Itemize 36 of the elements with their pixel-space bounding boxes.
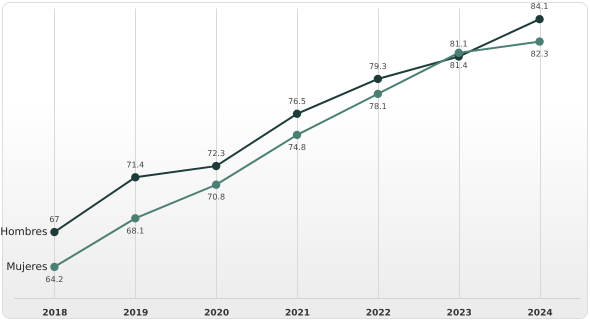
point bbox=[292, 130, 302, 140]
series-label: Hombres bbox=[0, 226, 48, 238]
point bbox=[535, 15, 544, 24]
data-label: 76.5 bbox=[288, 96, 306, 106]
data-label: 74.8 bbox=[288, 142, 306, 152]
x-tick-label: 2018 bbox=[42, 308, 68, 318]
data-label: 71.4 bbox=[126, 160, 144, 170]
point bbox=[50, 262, 59, 272]
point bbox=[535, 37, 544, 46]
x-tick-label: 2021 bbox=[284, 308, 310, 318]
point bbox=[131, 173, 140, 182]
data-label: 70.8 bbox=[207, 192, 226, 202]
point bbox=[374, 74, 382, 84]
data-label: 68.1 bbox=[126, 226, 144, 236]
point bbox=[212, 180, 220, 189]
data-label: 64.2 bbox=[46, 274, 64, 284]
point bbox=[454, 48, 463, 57]
point bbox=[131, 214, 140, 223]
x-tick-label: 2020 bbox=[204, 308, 230, 318]
point bbox=[212, 162, 220, 170]
data-label: 82.3 bbox=[530, 50, 548, 59]
series-label: Mujeres bbox=[6, 260, 48, 273]
data-label: 67 bbox=[49, 215, 60, 224]
x-tick-label: 2019 bbox=[123, 308, 148, 318]
data-label: 84.1 bbox=[530, 2, 548, 12]
x-tick-label: 2023 bbox=[446, 308, 472, 318]
x-tick-label: 2024 bbox=[528, 308, 553, 318]
x-tick-label: 2022 bbox=[366, 308, 391, 318]
data-label: 72.3 bbox=[207, 149, 226, 158]
point bbox=[374, 90, 382, 98]
point bbox=[292, 110, 302, 118]
data-label: 79.3 bbox=[368, 62, 387, 71]
data-label: 78.1 bbox=[368, 102, 387, 111]
data-label: 81.4 bbox=[450, 60, 468, 70]
point bbox=[50, 228, 59, 236]
data-label: 81.1 bbox=[450, 40, 468, 49]
